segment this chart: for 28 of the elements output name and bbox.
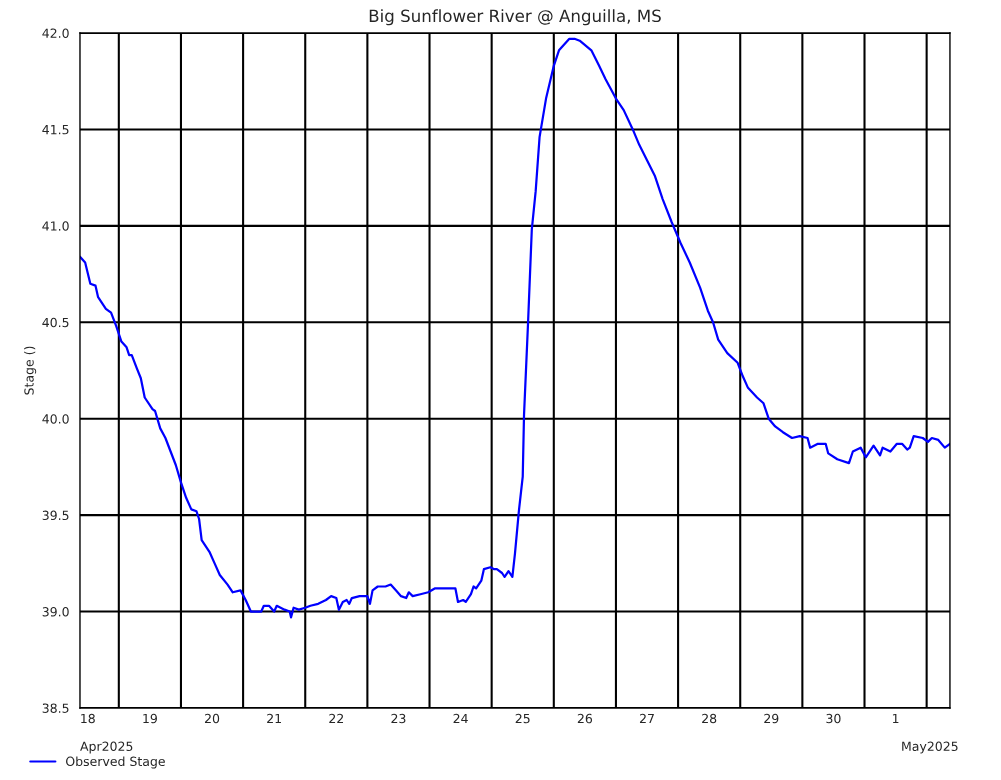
x-tick-label: 24 (453, 713, 468, 724)
x-tick-label: 30 (826, 713, 841, 724)
text: May2025 (902, 741, 958, 754)
x-tick-label: 22 (329, 713, 344, 724)
text: Apr2025 (80, 741, 133, 754)
x-tick-label: 27 (639, 713, 654, 724)
y-tick-label: 41.0 (42, 221, 69, 231)
x-tick-label: 20 (204, 713, 220, 724)
y-tick-label: 38.5 (42, 703, 69, 713)
y-tick-label: 39.5 (42, 510, 69, 521)
y-tick-label: 40.5 (42, 317, 69, 328)
x-tick-label: 23 (391, 713, 406, 724)
chart-title: Big Sunflower River @ Anguilla, MS (369, 9, 661, 26)
line-series (79, 37, 950, 619)
x-tick-label: 29 (764, 713, 779, 724)
x-tick-label: 25 (515, 713, 530, 724)
y-tick-label: 39.0 (42, 607, 69, 617)
x-tick-label: 1 (892, 713, 899, 724)
x-tick-label: 18 (81, 713, 95, 724)
y-tick-label: 40.0 (42, 414, 69, 424)
x-tick-label: 21 (267, 713, 281, 724)
legend-label: Observed Stage (66, 756, 165, 769)
x-tick-label: 19 (143, 713, 157, 724)
x-tick-label: 26 (577, 713, 593, 724)
y-tick-label: 42.0 (42, 28, 69, 38)
y-tick-label: 41.5 (42, 125, 69, 135)
x-tick-label: 28 (702, 713, 717, 724)
y-axis-title: Stage () (24, 346, 37, 395)
